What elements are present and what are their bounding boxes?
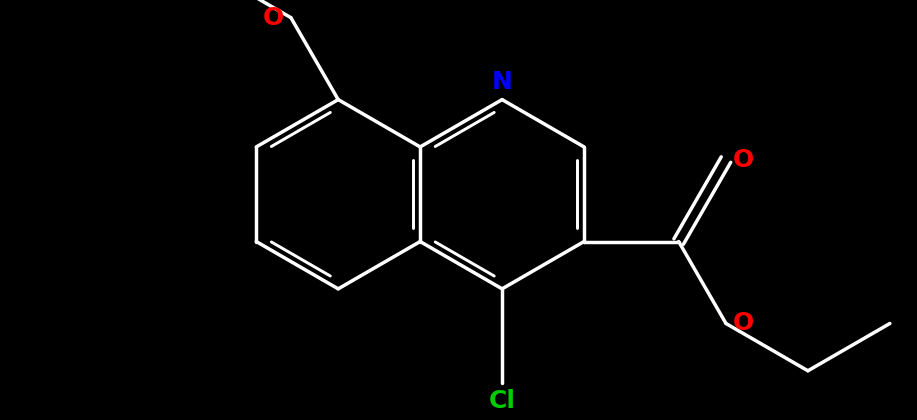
Text: Cl: Cl [489,389,515,413]
Text: O: O [733,312,754,336]
Text: N: N [492,70,513,94]
Text: O: O [733,147,754,172]
Text: O: O [262,5,284,30]
